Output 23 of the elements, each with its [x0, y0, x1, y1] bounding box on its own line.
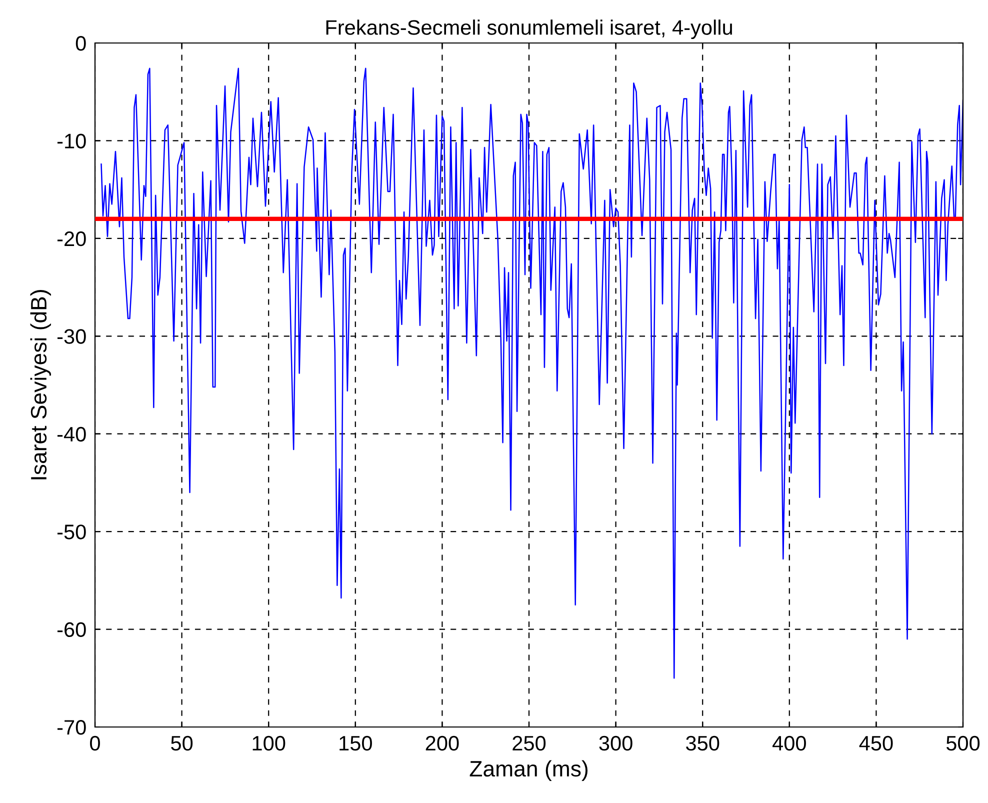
y-tick-label: 0 — [76, 36, 86, 51]
y-tick-label: -10 — [57, 134, 86, 148]
x-tick-label: 450 — [859, 736, 893, 751]
y-axis-title: Isaret Seviyesi (dB) — [30, 290, 52, 480]
y-tick-label: -20 — [57, 231, 86, 246]
y-tick-label: -40 — [57, 426, 86, 442]
y-tick-label: -60 — [57, 622, 86, 638]
x-tick-label: 400 — [772, 736, 806, 751]
x-tick-label: 0 — [90, 736, 100, 751]
x-tick-label: 150 — [340, 736, 372, 751]
x-tick-label: 250 — [512, 736, 546, 751]
y-tick-label: -30 — [57, 329, 86, 344]
x-tick-label: 350 — [686, 736, 720, 751]
x-tick-label: 100 — [252, 736, 286, 751]
x-axis-title: Zaman (ms) — [470, 760, 588, 782]
y-tick-label: -70 — [57, 720, 86, 735]
line-series — [100, 68, 963, 679]
x-tick-label: 500 — [946, 736, 980, 751]
y-tick-label: -50 — [57, 524, 86, 540]
x-tick-label: 50 — [171, 736, 193, 751]
chart-title: Frekans-Secmeli sonumlemeli isaret, 4-yollu — [326, 20, 732, 39]
x-tick-label: 300 — [599, 736, 632, 751]
x-tick-label: 200 — [426, 736, 459, 751]
